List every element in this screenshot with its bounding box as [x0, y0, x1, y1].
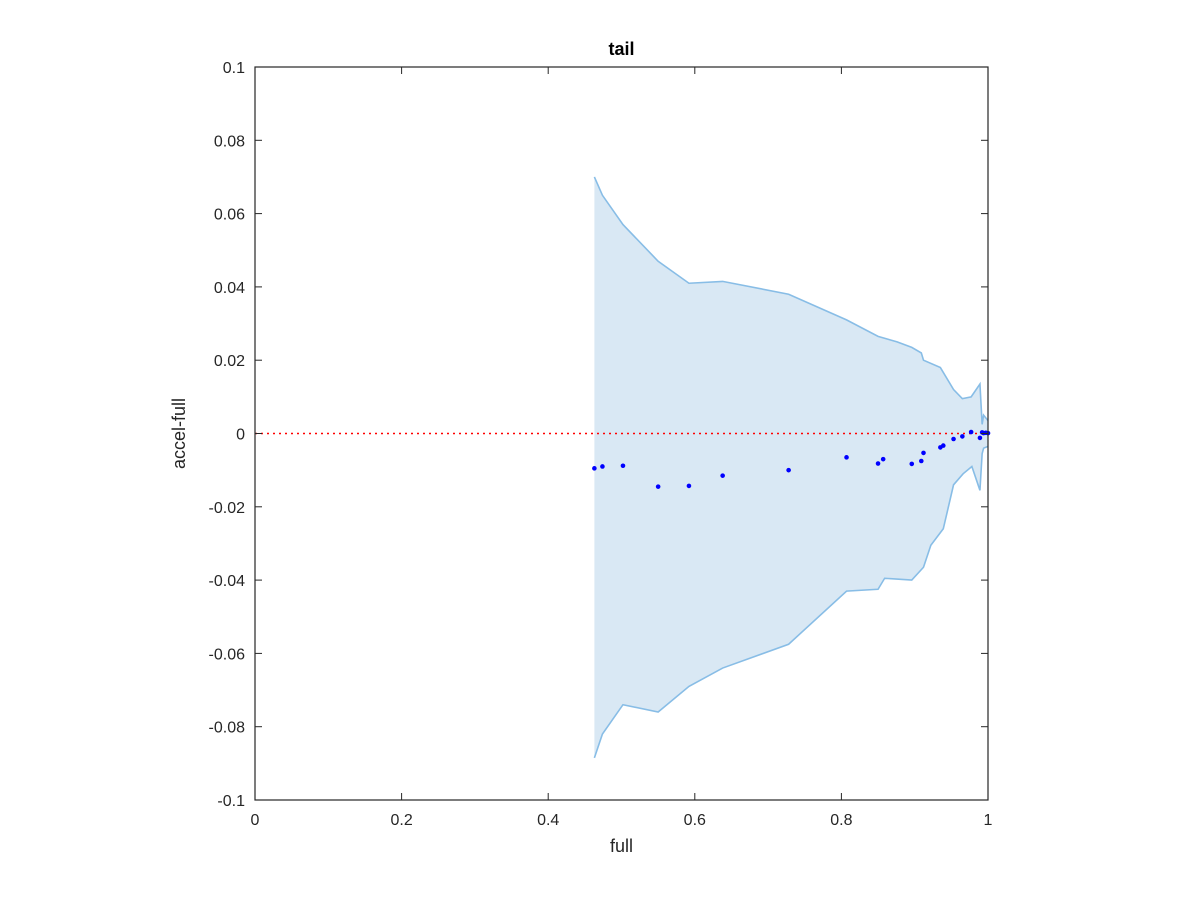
y-tick-label: -0.04	[209, 573, 246, 590]
x-tick-label: 0.2	[390, 812, 412, 829]
band-upper-edge	[593, 176, 989, 425]
y-tick-label: -0.1	[217, 793, 245, 810]
data-point	[592, 466, 597, 471]
data-point	[880, 456, 886, 462]
data-point	[968, 429, 974, 435]
data-point	[844, 455, 849, 460]
y-tick-label: -0.06	[209, 646, 246, 663]
y-tick-label: -0.02	[209, 500, 246, 517]
data-point	[951, 436, 956, 442]
x-axis-label: full	[610, 836, 633, 856]
x-tick-label: 1	[984, 812, 993, 829]
x-ticks-layer: 0 0.2 0.4 0.6 0.8 1	[251, 67, 993, 829]
data-point	[875, 461, 881, 466]
y-tick-label: 0.1	[223, 60, 245, 77]
data-point	[919, 458, 924, 464]
data-point	[720, 473, 725, 478]
data-point	[940, 443, 946, 448]
data-point	[977, 435, 983, 441]
band-lower-edge	[593, 445, 989, 759]
y-tick-label: 0.04	[214, 280, 245, 297]
chart-title: tail	[608, 39, 634, 59]
x-tick-label: 0.4	[537, 812, 559, 829]
data-point	[909, 461, 915, 467]
x-tick-label: 0	[251, 812, 260, 829]
y-tick-label: -0.08	[209, 720, 246, 737]
data-points-layer	[592, 429, 991, 489]
y-tick-label: 0	[236, 427, 245, 444]
data-point	[960, 434, 965, 439]
data-point	[655, 484, 661, 489]
y-tick-label: 0.06	[214, 207, 245, 224]
data-point	[786, 467, 791, 473]
x-tick-label: 0.6	[684, 812, 706, 829]
y-tick-label: 0.02	[214, 353, 245, 370]
data-point	[620, 463, 626, 469]
band-fill	[594, 176, 988, 758]
data-point	[600, 464, 605, 469]
y-axis-label: accel-full	[169, 398, 189, 469]
data-point	[921, 450, 926, 456]
x-tick-label: 0.8	[830, 812, 852, 829]
y-tick-label: 0.08	[214, 133, 245, 150]
data-point	[686, 483, 692, 489]
confidence-band-layer	[593, 176, 989, 759]
y-ticks-layer: -0.1 -0.08 -0.06 -0.04 -0.02 0 0.02 0.04 0.06 0.0…	[209, 60, 988, 810]
